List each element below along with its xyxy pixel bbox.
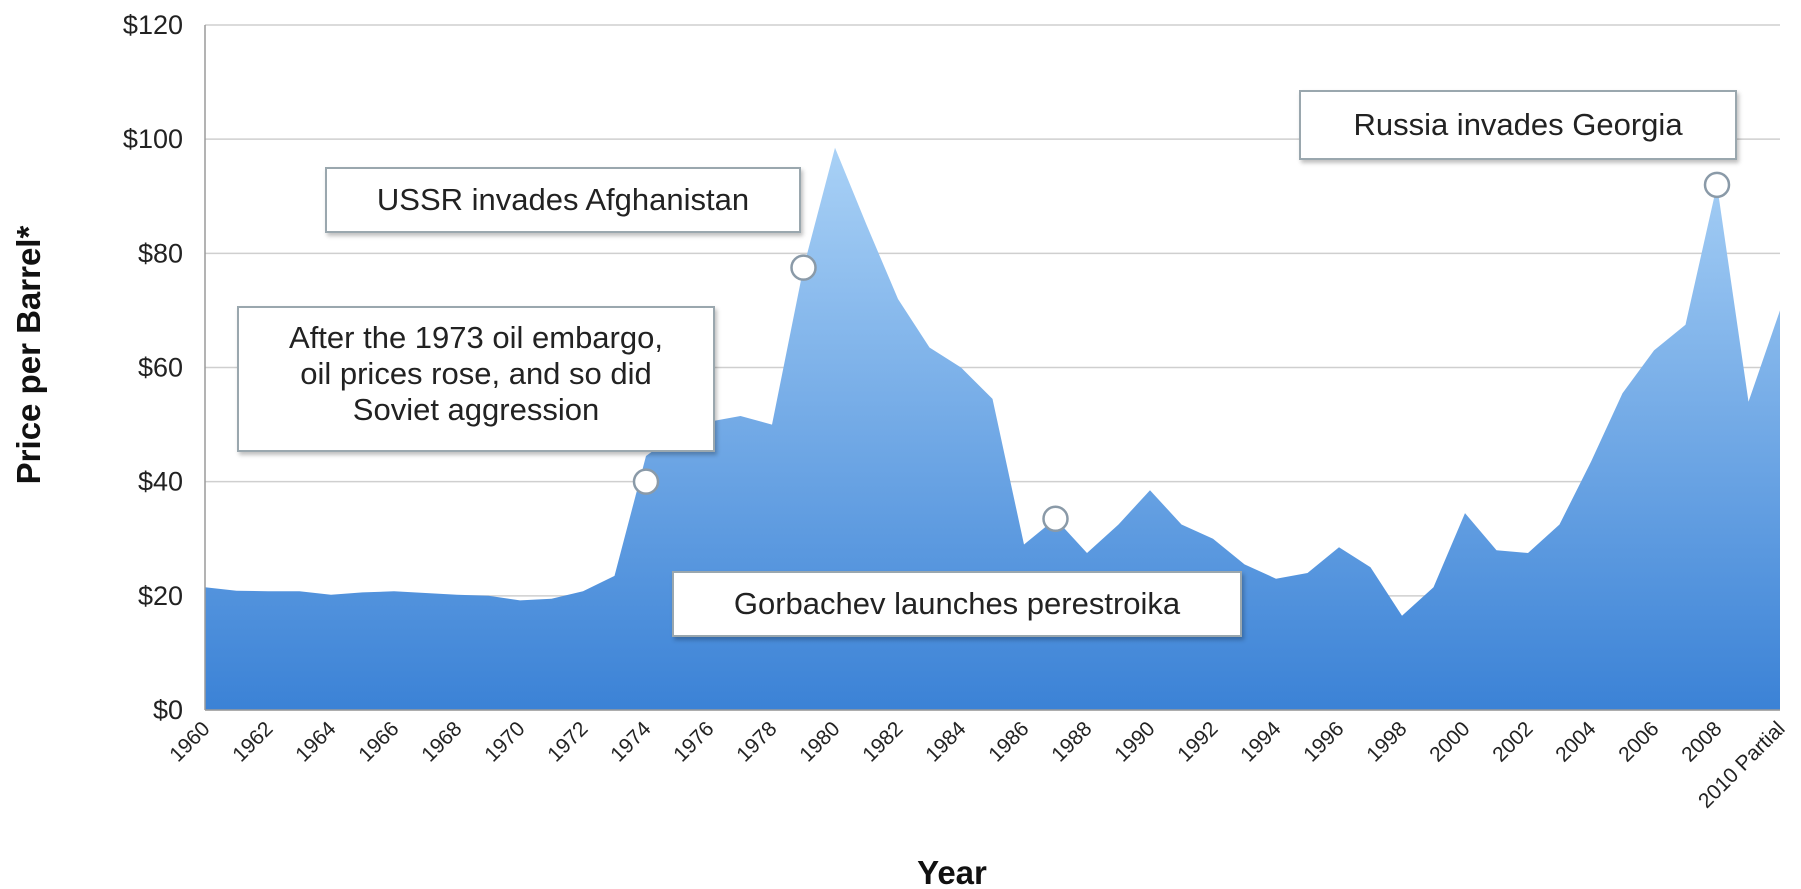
x-tick-label: 1968	[417, 717, 466, 766]
event-marker	[1042, 505, 1069, 533]
x-tick-label: 1964	[291, 717, 341, 767]
annotation-georgia: Russia invades Georgia	[1299, 90, 1737, 160]
axes	[204, 25, 1780, 711]
annotation-line: Russia invades Georgia	[1353, 107, 1683, 142]
y-tick-label: $80	[138, 238, 183, 268]
x-tick-labels: 1960 1962 1964 1966 1968 1970 1972 1974 1976 1978…	[165, 717, 1789, 813]
annotation-line: USSR invades Afghanistan	[376, 182, 750, 217]
annotation-perestroika: Gorbachev launches perestroika	[672, 571, 1242, 637]
y-tick-labels: $0 $20 $40 $60 $80 $100 $120	[123, 10, 183, 725]
x-tick-label: 1986	[984, 717, 1033, 766]
x-tick-label: 2002	[1488, 717, 1537, 766]
y-tick-label: $120	[123, 10, 183, 40]
x-tick-label: 1974	[606, 717, 656, 767]
x-tick-label: 1966	[354, 717, 403, 766]
x-tick-label: 1996	[1299, 717, 1348, 766]
event-markers	[632, 171, 1731, 533]
y-tick-label: $40	[138, 467, 183, 497]
annotation-line: Soviet aggression	[352, 392, 600, 427]
event-marker	[790, 254, 817, 281]
x-tick-label: 1982	[858, 717, 907, 766]
x-tick-label: 1976	[669, 717, 718, 766]
x-tick-label: 1978	[732, 717, 781, 766]
x-tick-label: 1984	[921, 717, 971, 767]
event-marker	[632, 468, 660, 495]
x-tick-label: 2008	[1677, 717, 1726, 766]
x-tick-label: 1962	[228, 717, 277, 766]
x-tick-label: 1970	[480, 717, 529, 766]
x-tick-label: 2004	[1551, 717, 1601, 767]
annotation-oil-embargo: After the 1973 oil embargo, oil prices r…	[237, 306, 715, 452]
x-axis-title: Year	[917, 854, 987, 889]
x-tick-label: 1972	[543, 717, 592, 766]
x-tick-label: 1992	[1173, 717, 1222, 766]
y-tick-label: $100	[123, 124, 183, 154]
annotation-line: Gorbachev launches perestroika	[733, 586, 1181, 621]
event-marker	[1703, 171, 1731, 199]
price-area	[205, 147, 1780, 710]
price-area-series	[205, 147, 1780, 710]
annotation-line: After the 1973 oil embargo,	[289, 320, 663, 355]
x-tick-label: 1980	[795, 717, 844, 766]
x-tick-label: 2000	[1425, 717, 1474, 766]
annotation-line: oil prices rose, and so did	[300, 356, 652, 391]
annotation-afghanistan: USSR invades Afghanistan	[325, 167, 801, 233]
x-tick-label: 1994	[1236, 717, 1286, 767]
y-tick-label: $20	[138, 581, 183, 611]
x-tick-label: 1988	[1047, 717, 1096, 766]
x-tick-label: 1990	[1110, 717, 1159, 766]
y-axis-title: Price per Barrel*	[10, 226, 47, 485]
x-tick-label: 1998	[1362, 717, 1411, 766]
y-tick-label: $60	[138, 353, 183, 383]
x-tick-label: 2006	[1614, 717, 1663, 766]
y-tick-label: $0	[153, 695, 183, 725]
